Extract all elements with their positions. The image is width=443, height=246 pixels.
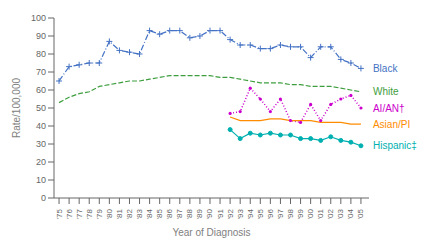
svg-text:'87: '87	[175, 208, 184, 219]
svg-text:10: 10	[36, 175, 46, 185]
svg-text:'89: '89	[195, 208, 204, 219]
svg-text:40: 40	[36, 121, 46, 131]
svg-text:'01: '01	[316, 208, 325, 219]
svg-text:60: 60	[36, 85, 46, 95]
svg-text:'00: '00	[306, 208, 315, 219]
svg-text:'95: '95	[256, 208, 265, 219]
svg-text:'93: '93	[236, 208, 245, 219]
svg-text:'80: '80	[105, 208, 114, 219]
svg-text:'79: '79	[95, 208, 104, 219]
svg-text:'05: '05	[356, 208, 365, 219]
svg-text:50: 50	[36, 103, 46, 113]
svg-text:Hispanic‡: Hispanic‡	[373, 140, 417, 151]
svg-text:'97: '97	[276, 208, 285, 219]
svg-text:'84: '84	[145, 208, 154, 219]
svg-text:'75: '75	[55, 208, 64, 219]
svg-text:'94: '94	[246, 208, 255, 219]
svg-text:'77: '77	[75, 208, 84, 219]
svg-text:'82: '82	[125, 208, 134, 219]
svg-text:'92: '92	[226, 208, 235, 219]
svg-text:90: 90	[36, 31, 46, 41]
svg-text:0: 0	[41, 193, 46, 203]
svg-text:'78: '78	[85, 208, 94, 219]
svg-text:'76: '76	[65, 208, 74, 219]
svg-text:'96: '96	[266, 208, 275, 219]
svg-text:Black: Black	[373, 63, 398, 74]
svg-text:'02: '02	[326, 208, 335, 219]
svg-text:'91: '91	[216, 208, 225, 219]
svg-text:Asian/PI: Asian/PI	[373, 119, 410, 130]
svg-text:White: White	[373, 86, 399, 97]
svg-text:'85: '85	[155, 208, 164, 219]
svg-text:'83: '83	[135, 208, 144, 219]
svg-text:Rate/100,000: Rate/100,000	[11, 78, 22, 138]
svg-text:100: 100	[31, 13, 46, 23]
svg-text:'99: '99	[296, 208, 305, 219]
svg-text:'04: '04	[346, 208, 355, 219]
svg-text:'86: '86	[165, 208, 174, 219]
svg-text:80: 80	[36, 49, 46, 59]
svg-text:20: 20	[36, 157, 46, 167]
svg-text:Year of Diagnosis: Year of Diagnosis	[172, 227, 250, 238]
svg-text:70: 70	[36, 67, 46, 77]
svg-text:'88: '88	[185, 208, 194, 219]
svg-text:'81: '81	[115, 208, 124, 219]
svg-text:AI/AN†: AI/AN†	[373, 103, 405, 114]
svg-text:'98: '98	[286, 208, 295, 219]
svg-text:30: 30	[36, 139, 46, 149]
svg-text:'03: '03	[336, 208, 345, 219]
svg-text:'90: '90	[205, 208, 214, 219]
